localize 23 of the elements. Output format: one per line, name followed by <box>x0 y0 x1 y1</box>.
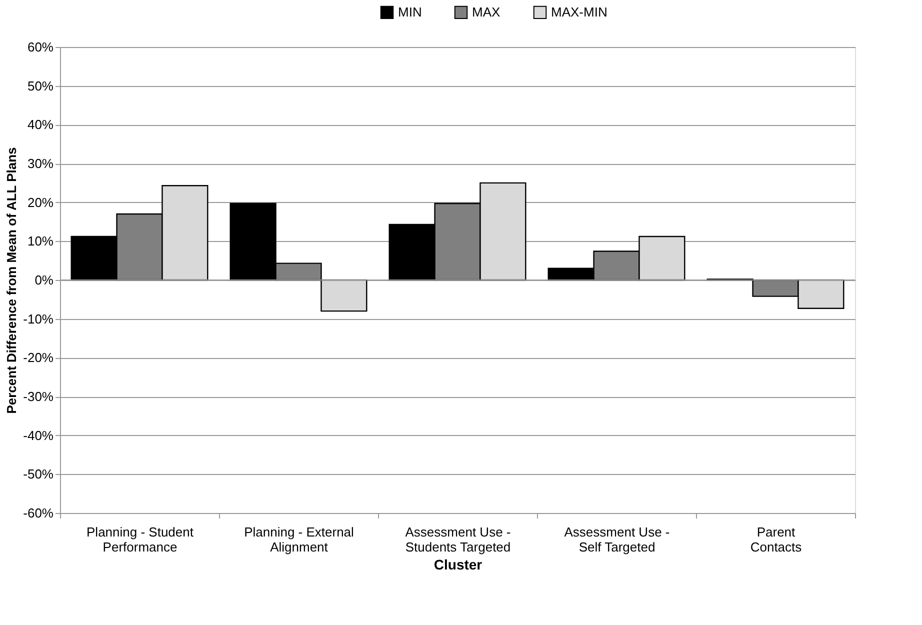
x-tick-label: Planning - Student Performance <box>86 524 194 554</box>
x-tick-label: Planning - External Alignment <box>244 524 354 554</box>
x-tick-label: Assessment Use - Students Targeted <box>405 524 511 554</box>
y-tick-label: -50% <box>23 466 54 482</box>
y-axis-title: Percent Difference from Mean of ALL Plans <box>4 147 20 414</box>
y-tick-label: -60% <box>23 506 54 520</box>
y-tick-label: 60% <box>27 40 54 54</box>
x-tick-label: Parent Contacts <box>750 524 802 554</box>
legend-label: MAX <box>472 4 500 20</box>
y-tick-label: 30% <box>27 156 54 171</box>
x-axis-title: Cluster <box>434 556 483 572</box>
legend-label: MIN <box>398 4 422 20</box>
y-tick-label: -10% <box>23 311 54 326</box>
x-tick-label: Assessment Use - Self Targeted <box>564 524 670 554</box>
y-tick-label: 0% <box>34 272 54 288</box>
y-tick-label: 20% <box>27 194 54 210</box>
y-tick-label: 10% <box>27 234 54 249</box>
y-tick-label: -30% <box>23 389 54 404</box>
y-tick-label: 50% <box>27 78 54 94</box>
legend-label: MAX-MIN <box>551 4 608 20</box>
y-tick-label: 40% <box>27 117 54 132</box>
y-tick-label: -20% <box>23 350 54 366</box>
y-tick-label: -40% <box>23 428 54 443</box>
